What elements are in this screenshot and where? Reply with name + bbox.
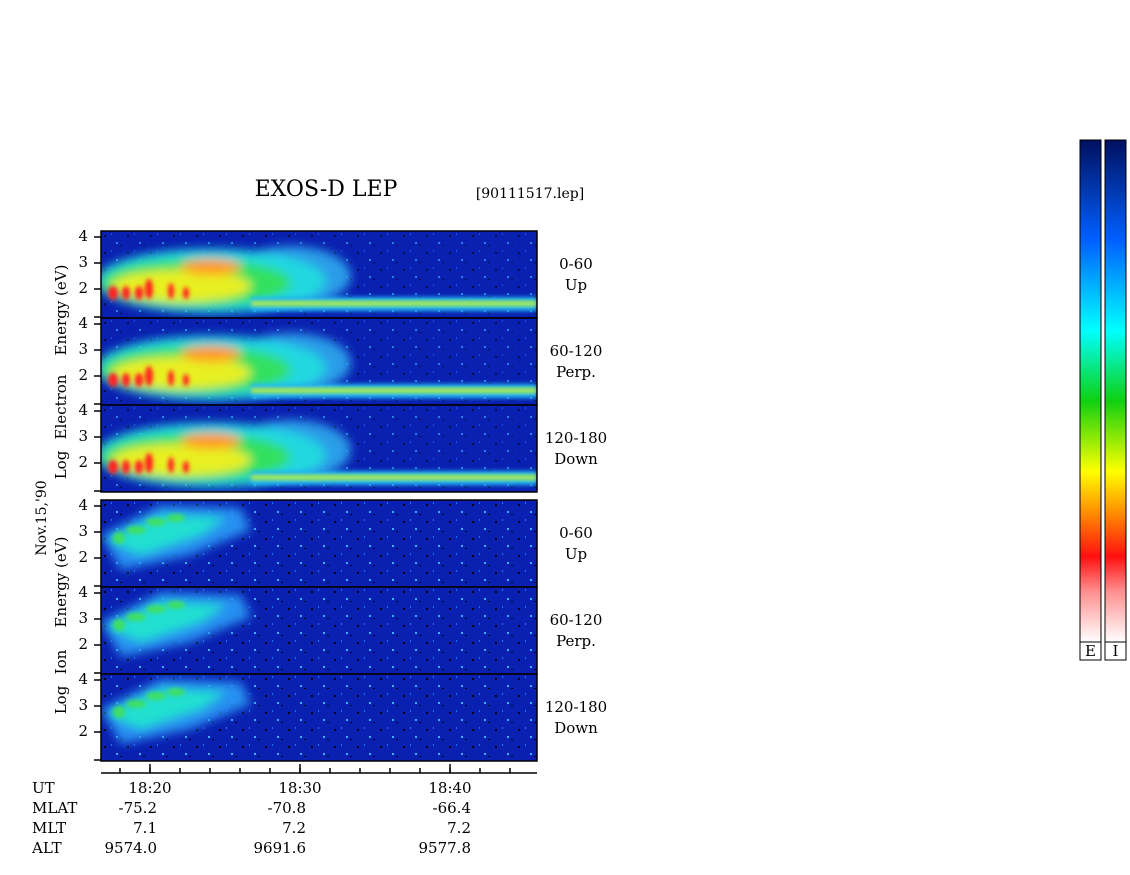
spectrogram xyxy=(101,587,537,674)
ephemeris-value: 9691.6 xyxy=(254,839,307,857)
y-tick-label: 3 xyxy=(78,253,88,271)
colorbar-label-box xyxy=(1079,641,1102,661)
ephemeris-value: -75.2 xyxy=(119,799,157,817)
spectrogram xyxy=(96,231,537,318)
title: EXOS-D LEP xyxy=(255,177,398,202)
x-tick-label: 18:30 xyxy=(278,779,321,797)
y-tick-label: 2 xyxy=(78,453,88,471)
panel-direction: Perp. xyxy=(556,363,596,381)
colorbar-label: I xyxy=(1113,642,1119,660)
row-label: MLAT xyxy=(32,799,77,817)
ephemeris-value: -66.4 xyxy=(433,799,471,817)
colorbar-label-box xyxy=(1104,641,1127,661)
ephemeris-value: 7.2 xyxy=(282,819,306,837)
axis-label: Energy (eV) xyxy=(52,265,70,356)
plot: 4 3 2 0-60 Up 4 3 2 60-120 Perp. 4 3 2 120-180 Down 4 3 2… xyxy=(31,227,607,857)
panel-frame xyxy=(100,404,538,493)
y-tick-label: 3 xyxy=(78,340,88,358)
colorbars: E I xyxy=(1079,139,1127,661)
spectrogram xyxy=(101,674,537,761)
y-tick-label: 2 xyxy=(78,279,88,297)
panel-angle: 0-60 xyxy=(559,255,593,273)
y-tick-label: 2 xyxy=(78,548,88,566)
panel-direction: Up xyxy=(565,276,587,294)
y-tick-label: 4 xyxy=(78,401,88,419)
ephemeris-value: 9577.8 xyxy=(419,839,472,857)
panel-angle: 60-120 xyxy=(550,611,603,629)
axis-label: Ion xyxy=(52,649,70,674)
y-tick-label: 4 xyxy=(78,496,88,514)
axis-label: Energy (eV) xyxy=(52,537,70,628)
panel-angle: 0-60 xyxy=(559,524,593,542)
panel-angle: 60-120 xyxy=(550,342,603,360)
x-tick-label: 18:20 xyxy=(128,779,171,797)
spectrogram xyxy=(96,318,537,405)
axis-label: Log xyxy=(52,450,70,479)
y-tick-label: 4 xyxy=(78,314,88,332)
panel-direction: Up xyxy=(565,545,587,563)
colorbar-label: E xyxy=(1085,642,1096,660)
colorbar xyxy=(1104,139,1127,643)
panel-angle: 120-180 xyxy=(545,698,607,716)
axis-label: Log xyxy=(52,685,70,714)
row-label: ALT xyxy=(31,839,62,857)
colorbar xyxy=(1079,139,1102,643)
x-tick-label: 18:40 xyxy=(428,779,471,797)
panel-frame xyxy=(100,673,538,762)
spectrogram xyxy=(101,500,537,587)
y-tick-label: 4 xyxy=(78,583,88,601)
y-tick-label: 3 xyxy=(78,427,88,445)
panel-direction: Down xyxy=(554,719,598,737)
ephemeris-value: 7.1 xyxy=(133,819,157,837)
axis-label: Electron xyxy=(52,374,70,439)
y-tick-label: 3 xyxy=(78,696,88,714)
y-tick-label: 4 xyxy=(78,670,88,688)
y-tick-label: 3 xyxy=(78,609,88,627)
spectrogram xyxy=(96,405,537,492)
y-tick-label: 2 xyxy=(78,722,88,740)
ephemeris-value: 7.2 xyxy=(447,819,471,837)
panel-direction: Down xyxy=(554,450,598,468)
panel-angle: 120-180 xyxy=(545,429,607,447)
ephemeris-value: 9574.0 xyxy=(105,839,158,857)
panel-direction: Perp. xyxy=(556,632,596,650)
y-tick-label: 2 xyxy=(78,635,88,653)
row-label: MLT xyxy=(32,819,66,837)
ephemeris-value: -70.8 xyxy=(268,799,306,817)
row-label: UT xyxy=(32,779,55,797)
y-tick-label: 4 xyxy=(78,227,88,245)
file-name: [90111517.lep] xyxy=(476,186,584,202)
y-tick-label: 2 xyxy=(78,366,88,384)
date: Nov.15,'90 xyxy=(34,480,50,555)
y-tick-label: 3 xyxy=(78,522,88,540)
